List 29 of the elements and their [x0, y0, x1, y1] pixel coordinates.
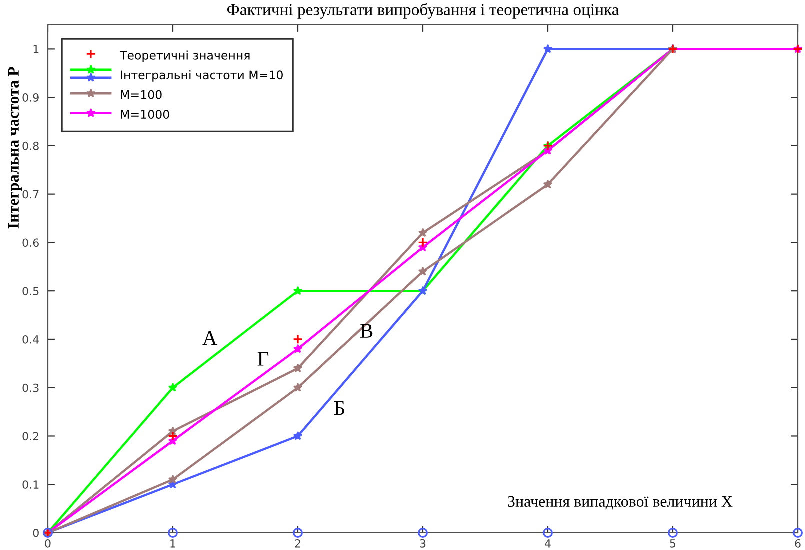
y-tick-label: 0.1	[22, 480, 39, 489]
y-tick-label: 0.3	[22, 384, 39, 392]
x-tick-label: 3	[420, 539, 426, 548]
y-tick-label: 0.6	[22, 238, 39, 248]
legend-label: Інтегральні частоти M=10	[121, 70, 283, 82]
legend-label: Теоретичні значення	[120, 50, 250, 62]
y-tick-label: 0.5	[22, 287, 39, 296]
x-tick-label: 2	[295, 539, 300, 548]
annotation: Б	[334, 401, 345, 416]
x-tick-label: 4	[545, 540, 551, 548]
x-tick-label: 5	[670, 540, 676, 548]
x-axis-title: Значення випадкової величини X	[508, 496, 733, 510]
y-tick-label: 0.8	[22, 142, 39, 150]
legend-label: M=100	[121, 90, 162, 100]
chart-title: Фактичні результати випробування і теоретична оцінка	[227, 3, 620, 19]
y-tick-label: 1	[34, 45, 39, 54]
y-axis-title: Інтегральна частота P	[8, 67, 22, 229]
y-tick-label: 0.9	[22, 94, 39, 102]
x-tick-label: 6	[795, 539, 801, 548]
y-tick-label: 0	[33, 528, 39, 538]
legend-label: M=1000	[121, 110, 170, 120]
y-tick-label: 0.7	[22, 190, 39, 199]
y-tick-label: 0.2	[22, 432, 39, 441]
x-tick-label: 1	[170, 540, 176, 548]
x-tick-label: 0	[45, 539, 51, 548]
annotation: А	[202, 331, 218, 345]
y-tick-label: 0.4	[22, 335, 40, 344]
annotation: Г	[258, 352, 269, 366]
annotation: В	[360, 324, 373, 338]
